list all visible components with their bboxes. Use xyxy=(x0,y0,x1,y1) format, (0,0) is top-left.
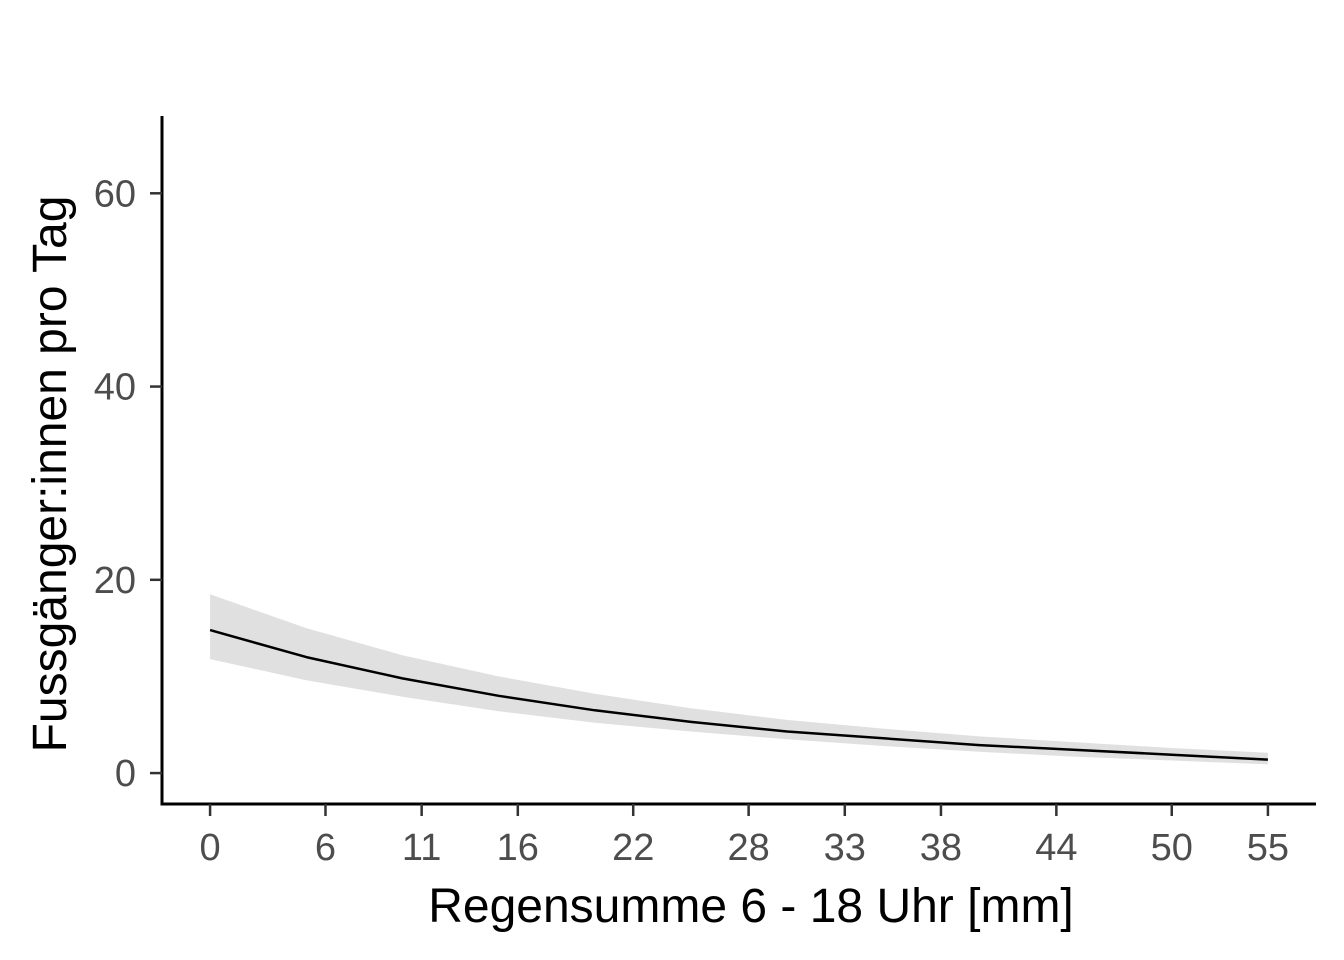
x-ticks: 0 6 11 16 22 28 33 38 44 50 55 xyxy=(200,804,1289,869)
x-tick-label: 55 xyxy=(1247,827,1289,869)
confidence-band xyxy=(210,594,1268,765)
fitted-line xyxy=(209,628,1268,761)
x-tick-label: 28 xyxy=(727,827,769,869)
y-axis-title: Fussgänger:innen pro Tag xyxy=(24,196,77,753)
x-tick-label: 22 xyxy=(612,827,654,869)
line-layer xyxy=(209,628,1268,761)
x-tick-label: 38 xyxy=(920,827,962,869)
x-tick-label: 0 xyxy=(200,827,221,869)
y-tick-label: 0 xyxy=(115,753,136,795)
x-tick-label: 11 xyxy=(402,827,441,869)
y-ticks: 0 20 40 60 xyxy=(94,173,162,795)
y-tick-label: 60 xyxy=(94,173,136,215)
x-tick-label: 50 xyxy=(1151,827,1193,869)
x-tick-label: 6 xyxy=(315,827,336,869)
x-tick-label: 44 xyxy=(1035,827,1077,869)
x-axis-title: Regensumme 6 - 18 Uhr [mm] xyxy=(428,880,1074,933)
x-tick-label: 33 xyxy=(824,827,866,869)
x-tick-label: 16 xyxy=(497,827,539,869)
ribbon-layer xyxy=(210,594,1268,765)
y-tick-label: 40 xyxy=(94,367,136,409)
y-tick-label: 20 xyxy=(94,560,136,602)
